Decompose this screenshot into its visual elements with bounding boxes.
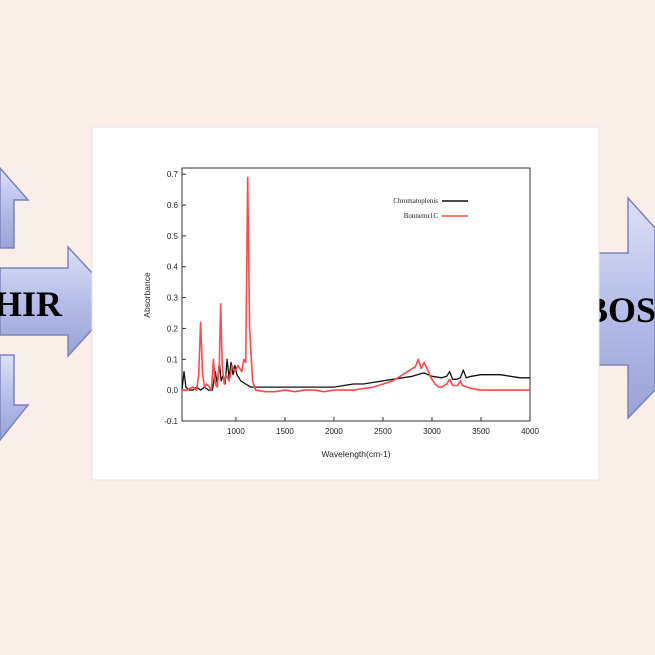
y-axis: -0.1 0.0 0.1 0.2 0.3 0.4 0.5 0.6 0.7 — [164, 170, 186, 426]
y-tick-label: 0.0 — [167, 386, 179, 395]
down-arrow-icon — [0, 354, 30, 442]
ftir-chart: -0.1 0.0 0.1 0.2 0.3 0.4 0.5 0.6 0.7 1000 1500 200… — [142, 167, 539, 459]
y-tick-label: 0.4 — [167, 263, 179, 272]
x-axis: 1000 1500 2000 2500 3000 3500 4000 — [227, 417, 539, 436]
x-tick-label: 3000 — [423, 427, 441, 436]
x-tick-label: 2000 — [325, 427, 343, 436]
series-lines — [181, 176, 530, 393]
legend: Chromatoplenis Bonnemr1C — [393, 197, 468, 220]
legend-label-black: Chromatoplenis — [393, 197, 438, 205]
x-tick-label: 1000 — [227, 427, 245, 436]
left-banner-label: HIR — [0, 284, 63, 324]
x-tick-label: 3500 — [472, 427, 490, 436]
y-tick-label: -0.1 — [164, 417, 178, 426]
up-arrow-icon — [0, 166, 30, 249]
y-tick-label: 0.2 — [167, 324, 179, 333]
x-axis-label: Wavelength(cm-1) — [321, 449, 390, 459]
y-axis-label: Absorbance — [142, 272, 152, 318]
plot-frame — [181, 167, 531, 422]
legend-label-red: Bonnemr1C — [404, 212, 439, 220]
y-tick-label: 0.5 — [167, 232, 179, 241]
x-tick-label: 4000 — [521, 427, 539, 436]
y-tick-label: 0.6 — [167, 201, 179, 210]
left-arrow-group: HIR — [0, 166, 120, 442]
series-line-red — [182, 176, 530, 393]
x-tick-label: 2500 — [374, 427, 392, 436]
y-tick-label: 0.3 — [167, 294, 179, 303]
y-tick-label: 0.1 — [167, 355, 179, 364]
x-tick-label: 1500 — [276, 427, 294, 436]
series-line-black — [181, 358, 530, 391]
y-tick-label: 0.7 — [167, 170, 179, 179]
